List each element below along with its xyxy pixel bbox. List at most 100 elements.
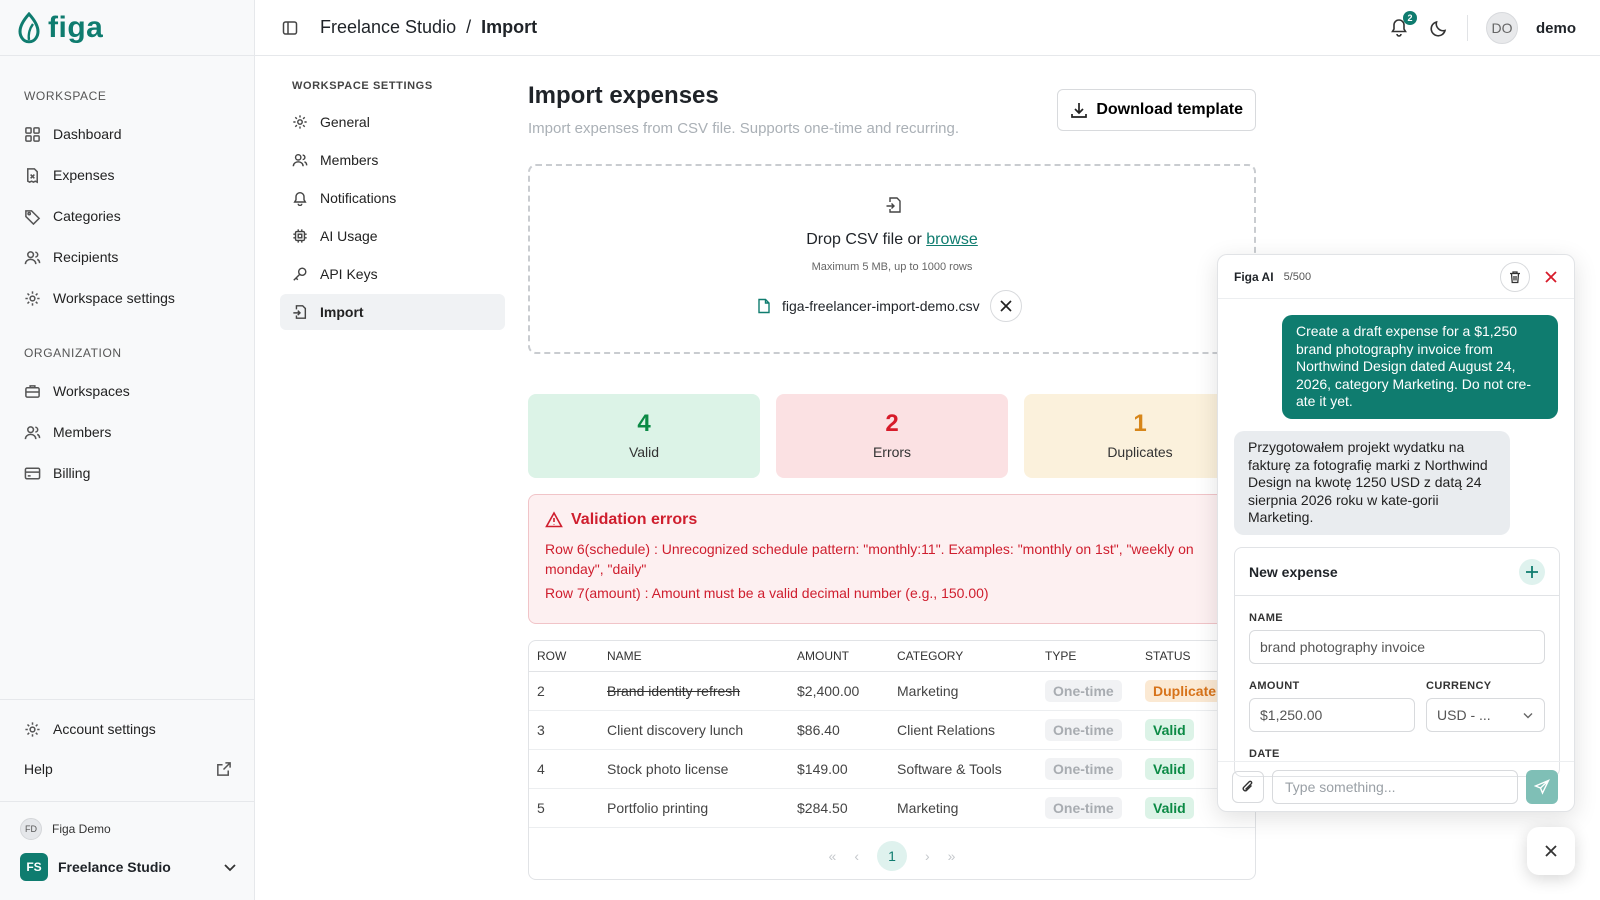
current-page[interactable]: 1: [877, 841, 907, 871]
attach-button[interactable]: [1232, 770, 1264, 803]
browse-link[interactable]: browse: [926, 231, 978, 248]
account-settings-label: Account settings: [53, 721, 156, 737]
chevron-down-icon: [224, 864, 236, 872]
prev-page-icon[interactable]: ‹: [854, 848, 859, 864]
users-icon: [24, 250, 41, 264]
sidebar-item-label: Expenses: [53, 167, 115, 183]
preview-table: ROW NAME AMOUNT CATEGORY TYPE STATUS 2 B…: [529, 641, 1255, 828]
settings-item-members[interactable]: Members: [280, 142, 505, 178]
expense-category: Software & Tools: [889, 749, 1037, 789]
ai-message-bubble: Przygotowałem projekt wydatku na fakturę…: [1234, 431, 1510, 535]
settings-item-ai-usage[interactable]: AI Usage: [280, 218, 505, 254]
csv-dropzone[interactable]: Drop CSV file or browse Maximum 5 MB, up…: [528, 164, 1256, 354]
last-page-icon[interactable]: »: [947, 848, 956, 864]
remove-file-button[interactable]: [989, 290, 1022, 322]
settings-item-general[interactable]: General: [280, 104, 505, 140]
close-chat-fab[interactable]: [1527, 827, 1575, 875]
date-label: DATE: [1249, 748, 1280, 760]
bell-icon: [1391, 19, 1407, 37]
type-badge: One-time: [1045, 757, 1122, 780]
avatar: FD: [20, 818, 42, 840]
send-button[interactable]: [1526, 769, 1558, 804]
expense-name: Brand identity refresh: [607, 682, 741, 699]
status-badge: Duplicate: [1145, 679, 1225, 702]
sidebar-item-workspaces[interactable]: Workspaces: [12, 374, 242, 408]
warning-icon: [545, 511, 563, 528]
settings-item-label: AI Usage: [320, 228, 378, 244]
workspace-switcher[interactable]: FS Freelance Studio: [20, 852, 238, 882]
download-template-label: Download template: [1096, 101, 1243, 118]
external-link-icon: [217, 761, 231, 776]
column-header: TYPE: [1037, 641, 1137, 672]
download-icon: [1071, 103, 1088, 118]
close-icon[interactable]: [1544, 270, 1558, 284]
clear-chat-button[interactable]: [1500, 261, 1530, 292]
settings-item-import[interactable]: Import: [280, 294, 505, 330]
sidebar-item-label: Billing: [53, 465, 91, 481]
next-page-icon[interactable]: ›: [925, 848, 930, 864]
leaf-logo-icon: [18, 12, 40, 44]
first-page-icon[interactable]: «: [828, 848, 837, 864]
avatar[interactable]: DO: [1485, 12, 1518, 44]
settings-item-notifications[interactable]: Notifications: [280, 180, 505, 216]
sidebar-item-label: Dashboard: [53, 126, 122, 142]
currency-select[interactable]: USD - ...: [1426, 698, 1545, 732]
ai-panel-header: Figa AI 5/500: [1218, 255, 1574, 299]
gear-icon: [25, 721, 40, 737]
duplicates-count: 1: [1133, 410, 1147, 437]
gear-icon: [25, 290, 40, 306]
breadcrumb-parent[interactable]: Freelance Studio: [320, 17, 457, 37]
sidebar-item-workspace-settings[interactable]: Workspace settings: [12, 281, 242, 315]
user-name[interactable]: demo: [1535, 19, 1576, 37]
ai-message-input[interactable]: Type something...: [1272, 769, 1518, 804]
file-name: figa-freelancer-import-demo.csv: [782, 298, 980, 314]
create-expense-button[interactable]: [1519, 558, 1545, 585]
download-template-button[interactable]: Download template: [1057, 89, 1256, 131]
help-link[interactable]: Help: [12, 752, 242, 786]
new-expense-header: New expense: [1235, 548, 1559, 596]
workspace-name: Freelance Studio: [58, 859, 171, 875]
ai-usage-count: 5/500: [1283, 270, 1312, 283]
table-row: 4 Stock photo license $149.00 Software &…: [529, 749, 1255, 789]
error-message: Unrecognized schedule pattern: "monthly:…: [545, 541, 1194, 577]
sidebar-divider: [0, 801, 254, 802]
logo[interactable]: figa: [16, 10, 103, 46]
table-row: 3 Client discovery lunch $86.40 Client R…: [529, 710, 1255, 750]
settings-nav: WORKSPACE SETTINGS General Members Notif…: [280, 80, 505, 332]
settings-item-label: General: [320, 114, 370, 130]
header-divider: [1466, 15, 1468, 41]
credit-card-icon: [24, 467, 41, 479]
organization-section-label: ORGANIZATION: [24, 346, 122, 360]
sidebar-divider: [0, 699, 254, 700]
notifications-button[interactable]: 2: [1389, 11, 1417, 39]
sidebar-item-billing[interactable]: Billing: [12, 456, 242, 490]
sidebar-item-label: Categories: [53, 208, 121, 224]
amount-input[interactable]: $1,250.00: [1249, 698, 1415, 732]
sidebar-item-recipients[interactable]: Recipients: [12, 240, 242, 274]
page-subtitle: Import expenses from CSV file. Supports …: [528, 120, 960, 137]
duplicates-label: Duplicates: [1107, 444, 1173, 460]
moon-icon[interactable]: [1429, 18, 1449, 38]
ai-chat-panel: Figa AI 5/500 Create a draft expense for…: [1217, 254, 1575, 812]
sidebar-item-label: Members: [53, 424, 112, 440]
expense-category: Marketing: [889, 788, 1037, 828]
expense-name-input[interactable]: brand photography invoice: [1249, 630, 1545, 664]
gear-icon: [293, 115, 307, 129]
sidebar-toggle-icon[interactable]: [282, 20, 298, 36]
account-settings-link[interactable]: Account settings: [12, 712, 242, 746]
sidebar-item-categories[interactable]: Categories: [12, 199, 242, 233]
validation-error-line: Row 7(amount) : Amount must be a valid d…: [545, 583, 1239, 603]
user-name: Figa Demo: [52, 822, 111, 836]
sidebar-item-members[interactable]: Members: [12, 415, 242, 449]
sidebar: figa WORKSPACE Dashboard Expenses Catego…: [0, 0, 255, 900]
status-badge: Valid: [1145, 757, 1194, 780]
settings-item-api-keys[interactable]: API Keys: [280, 256, 505, 292]
grid-icon: [25, 126, 40, 142]
sidebar-item-dashboard[interactable]: Dashboard: [12, 117, 242, 151]
user-profile[interactable]: FD Figa Demo: [20, 818, 111, 840]
row-number: 4: [529, 749, 599, 789]
sidebar-item-expenses[interactable]: Expenses: [12, 158, 242, 192]
help-label: Help: [24, 761, 53, 777]
import-main: Import expenses Import expenses from CSV…: [528, 80, 1256, 880]
new-expense-card: New expense NAME brand photography invoi…: [1234, 547, 1560, 777]
